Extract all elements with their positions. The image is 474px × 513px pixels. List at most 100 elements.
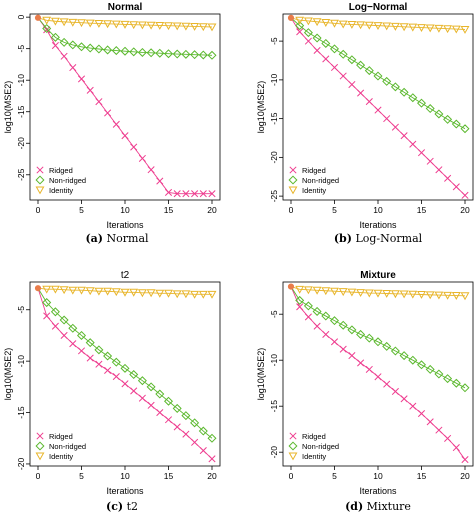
data-point-x <box>69 340 77 348</box>
data-point-diamond <box>163 396 174 406</box>
data-point-diamond <box>59 315 69 325</box>
data-point-diamond <box>460 124 470 134</box>
data-point-x <box>391 387 399 396</box>
data-point-diamond <box>181 49 191 59</box>
data-point-diamond <box>425 104 435 114</box>
caption-c-label: (c) <box>105 500 124 513</box>
data-point-x <box>173 190 181 198</box>
data-point-diamond <box>321 38 331 48</box>
x-tick-label: 0 <box>36 471 41 481</box>
data-point-triangle <box>77 286 86 295</box>
data-point-diamond <box>76 42 87 52</box>
y-tick-label: -15 <box>16 105 26 118</box>
data-point-x <box>191 190 199 198</box>
data-point-triangle <box>198 290 208 299</box>
data-point-x <box>357 359 365 367</box>
data-point-diamond <box>338 49 348 59</box>
data-point-x <box>365 98 373 106</box>
data-point-x <box>383 380 391 388</box>
caption-d-label: (d) <box>345 500 364 513</box>
chart-panel-2: Log−Normal 0 5 10 15 20 -5 -10 -15 -20 -25 Iteratio… <box>256 2 474 230</box>
data-point-triangle <box>164 22 173 31</box>
data-point-triangle <box>137 21 147 30</box>
data-point-x <box>77 347 86 355</box>
data-point-triangle <box>425 24 435 33</box>
data-point-diamond <box>76 330 87 340</box>
x-tick-label: 10 <box>120 205 130 215</box>
caption-a-text: Normal <box>106 232 149 245</box>
legend-marker-triangle <box>35 452 45 461</box>
x-tick-label: 10 <box>373 471 383 481</box>
data-point-x <box>86 86 94 94</box>
data-point-triangle <box>207 290 217 299</box>
caption-a: (a) Normal <box>62 232 172 245</box>
data-point-x <box>374 373 382 381</box>
data-point-triangle <box>303 286 313 295</box>
legend-entry: Ridged <box>49 166 73 175</box>
data-point-diamond <box>408 93 418 103</box>
legend-entry: Ridged <box>302 432 326 441</box>
data-point-triangle <box>460 292 470 301</box>
data-point-diamond <box>94 44 104 54</box>
data-point-diamond <box>111 46 121 56</box>
caption-d: (d) Mixture <box>318 500 438 513</box>
legend-marker-triangle <box>288 186 298 195</box>
data-point-diamond <box>312 306 322 316</box>
data-point-diamond <box>451 378 461 388</box>
data-point-triangle <box>129 21 139 30</box>
y-tick-label: -20 <box>16 137 26 150</box>
data-point-diamond <box>85 338 95 348</box>
data-point-diamond <box>198 426 208 436</box>
start-point <box>34 285 42 292</box>
data-point-triangle <box>111 288 121 297</box>
data-point-x <box>409 140 417 148</box>
data-point-x <box>348 80 356 89</box>
data-point-diamond <box>390 82 400 92</box>
data-point-diamond <box>303 28 313 38</box>
data-point-x <box>435 166 443 174</box>
data-point-x <box>199 447 207 455</box>
data-point-x <box>95 98 103 106</box>
data-point-x <box>121 132 129 140</box>
y-tick-label: -15 <box>16 406 26 419</box>
y-axis-label: log10(MSE2) <box>3 81 13 134</box>
data-point-x <box>296 28 304 36</box>
data-point-diamond <box>382 341 392 351</box>
data-point-triangle <box>129 288 139 297</box>
data-point-triangle <box>434 291 444 300</box>
data-point-diamond <box>42 298 52 308</box>
data-point-triangle <box>321 19 331 27</box>
data-point-x <box>426 418 434 426</box>
x-tick-label: 5 <box>79 471 84 481</box>
data-point-triangle <box>190 290 200 299</box>
data-point-triangle <box>330 19 339 28</box>
caption-d-text: Mixture <box>366 500 411 513</box>
data-point-x <box>138 154 146 162</box>
data-point-diamond <box>303 301 313 311</box>
data-point-diamond <box>373 337 383 347</box>
data-point-x <box>43 26 51 34</box>
data-point-x <box>208 455 216 463</box>
legend-marker-x <box>289 432 297 440</box>
data-point-triangle <box>42 285 52 294</box>
legend-entry: Non-ridged <box>49 176 86 185</box>
series-line-triangle <box>290 17 466 30</box>
data-point-triangle <box>137 289 147 298</box>
data-point-triangle <box>451 292 461 300</box>
y-tick-label: 0 <box>16 15 26 20</box>
series-line-diamond <box>290 286 466 389</box>
data-point-diamond <box>42 23 52 34</box>
data-point-triangle <box>94 287 104 296</box>
data-point-triangle <box>68 286 78 295</box>
data-point-triangle <box>364 289 374 298</box>
data-point-diamond <box>94 345 104 355</box>
data-point-diamond <box>207 433 217 443</box>
data-point-x <box>43 312 51 320</box>
x-tick-label: 10 <box>373 205 383 215</box>
series-line-diamond <box>290 17 466 130</box>
data-point-diamond <box>137 47 147 57</box>
y-tick-label: -10 <box>16 74 26 87</box>
data-point-triangle <box>373 22 383 31</box>
data-point-diamond <box>443 114 453 124</box>
data-point-triangle <box>443 25 453 34</box>
